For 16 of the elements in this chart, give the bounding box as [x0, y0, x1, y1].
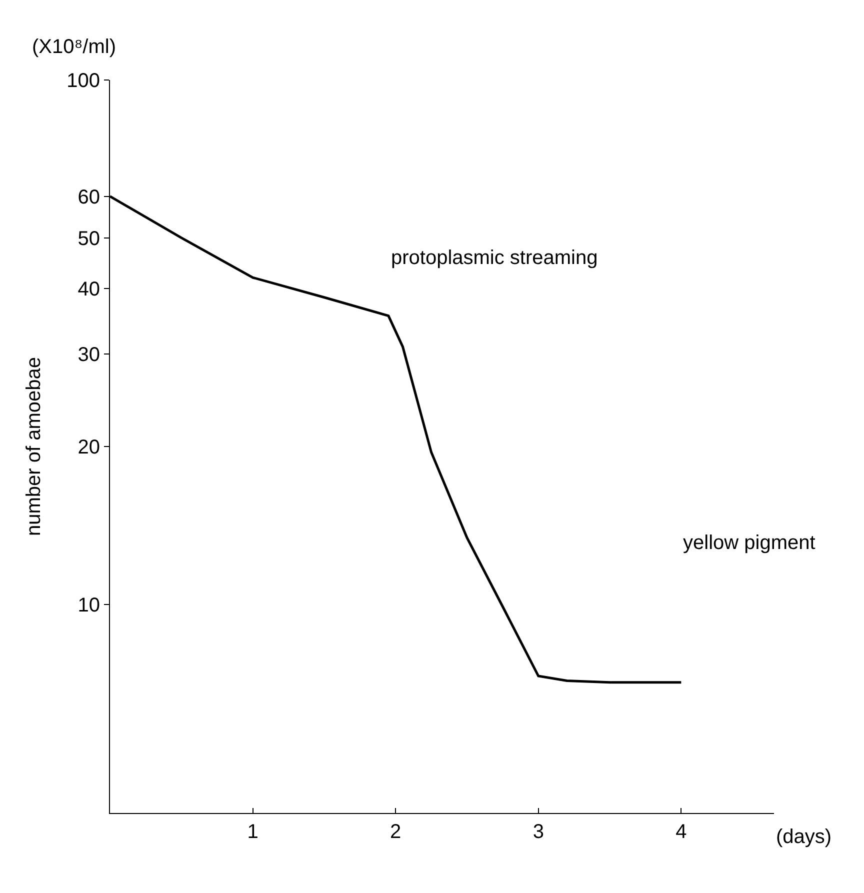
- x-tick-label: 3: [532, 821, 544, 843]
- y-axis-title: number of amoebae: [23, 356, 46, 536]
- y-tick-label: 100: [66, 70, 100, 92]
- x-axis-title: (days): [776, 826, 832, 848]
- y-tick-label: 10: [78, 594, 100, 616]
- y-tick-label: 20: [78, 436, 100, 458]
- x-tick-label: 1: [247, 821, 258, 843]
- annotation: yellow pigment: [683, 532, 816, 554]
- y-tick-label: 50: [78, 228, 100, 250]
- annotation: protoplasmic streaming: [391, 247, 598, 269]
- text: (X10⁸/ml): [32, 36, 116, 58]
- x-tick-label: 2: [390, 821, 402, 843]
- y-tick-label: 40: [78, 278, 100, 301]
- y-tick-label: 60: [78, 186, 100, 208]
- x-tick-label: 4: [676, 821, 687, 843]
- y-tick-label: 30: [78, 344, 100, 366]
